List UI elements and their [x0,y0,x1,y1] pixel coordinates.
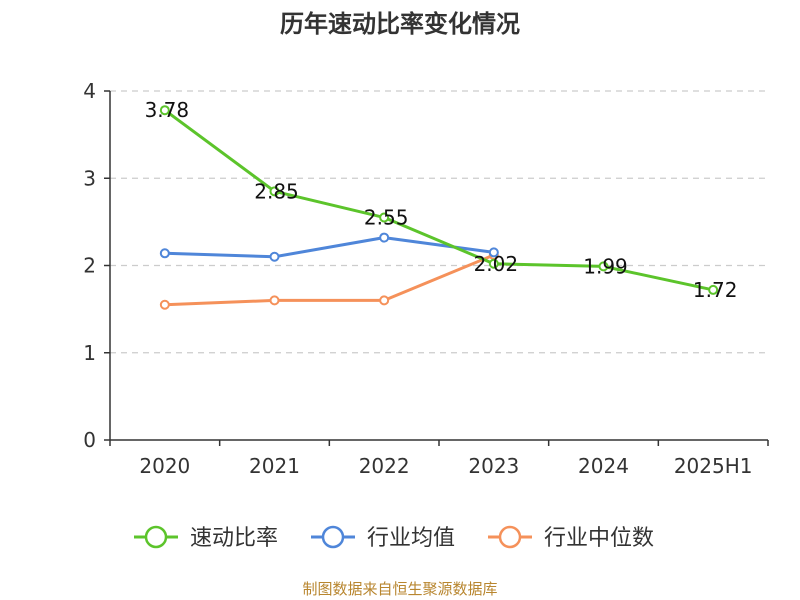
data-point [379,295,390,306]
x-tick-label: 2023 [468,454,519,478]
data-point [708,284,719,295]
grid-layer [110,90,768,354]
legend-marker [498,525,522,549]
data-point [159,105,170,116]
legend-item[interactable]: 速动比率 [134,525,278,551]
data-label: 2.02 [474,252,519,276]
legend-label: 速动比率 [190,526,278,551]
series-line [163,236,496,259]
legend-item[interactable]: 行业均值 [311,525,455,551]
label-layer: 3.78 2.85 2.55 2.02 1.99 1.72 [145,98,738,302]
data-point [269,251,280,262]
chart-title: 历年速动比率变化情况 [280,10,520,38]
data-point [488,258,499,269]
y-tick-label: 1 [83,341,96,365]
data-point [488,247,499,258]
source-note: 制图数据来自恒生聚源数据库 [302,580,498,598]
data-label: 1.99 [583,254,628,278]
data-point [159,248,170,259]
data-label: 2.85 [254,179,299,203]
x-tick-label: 2021 [249,454,300,478]
data-label: 3.78 [145,98,190,122]
axis-layer: 0 1 2 3 4 2020 2021 2022 2023 2024 2025H1 [83,79,769,478]
x-tick-label: 2024 [578,454,629,478]
x-tick-label: 2025H1 [674,454,753,478]
data-point [159,299,170,310]
x-tick-label: 2020 [139,454,190,478]
y-tick-label: 0 [83,428,96,452]
data-point [269,186,280,197]
legend-marker [321,525,345,549]
legend-item[interactable]: 行业中位数 [488,525,654,551]
legend-marker [144,525,168,549]
series-line [163,108,715,292]
data-point [379,232,390,243]
legend-label: 行业均值 [367,526,455,551]
data-point [598,261,609,272]
y-tick-label: 4 [83,79,96,103]
x-tick-label: 2022 [359,454,410,478]
legend: 速动比率 行业均值 行业中位数 [134,525,654,551]
y-tick-label: 3 [83,166,96,190]
y-tick-label: 2 [83,254,96,278]
data-label: 1.72 [693,278,738,302]
series-layer [159,105,719,310]
data-point [379,212,390,223]
data-point [269,295,280,306]
series-line [163,253,496,307]
legend-label: 行业中位数 [544,526,654,551]
data-label: 2.55 [364,206,409,230]
